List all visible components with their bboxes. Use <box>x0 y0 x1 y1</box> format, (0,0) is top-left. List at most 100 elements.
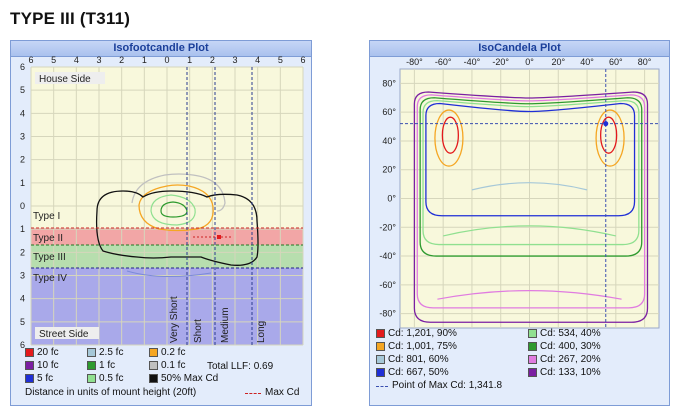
legend-swatch <box>25 348 34 357</box>
legend-label: Cd: 400, 30% <box>540 341 601 352</box>
y-tick-label: 2 <box>20 247 25 257</box>
legend-label: Cd: 133, 10% <box>540 367 601 378</box>
legend-swatch <box>87 348 96 357</box>
x-tick-label: 4 <box>255 55 260 65</box>
contour-cd-75-right <box>595 109 625 167</box>
legend-swatch <box>376 355 385 364</box>
zone-label-type-i: Type I <box>33 211 60 222</box>
x-tick-label: 5 <box>278 55 283 65</box>
y-tick-label: 20° <box>382 165 396 175</box>
contour-cd-30 <box>419 97 643 257</box>
legend-swatch <box>149 361 158 370</box>
y-tick-label: -60° <box>379 280 396 290</box>
legend-swatch <box>528 368 537 377</box>
x-tick-label: 6 <box>300 55 305 65</box>
contour-1fc <box>160 201 188 218</box>
contour-0-5fc <box>150 194 196 226</box>
isocandela-legend: Cd: 1,201, 90% Cd: 534, 40% Cd: 1,001, 7… <box>376 328 666 402</box>
distance-label-long: Long <box>256 321 267 343</box>
x-tick-label: 6 <box>28 55 33 65</box>
x-tick-label: -80° <box>406 57 423 67</box>
contour-cd-50 <box>425 102 636 217</box>
isofootcandle-legend: 20 fc 2.5 fc 0.2 fc 10 fc 1 fc 0.1 fc To… <box>25 347 310 403</box>
zone-label-type-iv: Type IV <box>33 273 67 284</box>
y-tick-label: 3 <box>20 271 25 281</box>
legend-label: 0.1 fc <box>161 360 186 371</box>
distance-label-short: Short <box>193 319 204 343</box>
legend-label: Cd: 801, 60% <box>388 354 449 365</box>
legend-swatch <box>87 361 96 370</box>
distance-note-text: Distance in units of mount height (20ft) <box>25 387 197 398</box>
y-tick-label: 0 <box>20 201 25 211</box>
isocandela-panel: IsoCandela Plot -80° -60° -40° -20° 0° 20° 40°… <box>369 40 670 406</box>
max-cd-marker <box>217 235 221 239</box>
contour-cd-60-arc <box>471 182 588 191</box>
page-title: TYPE III (T311) <box>10 9 131 28</box>
contour-cd-20 <box>416 94 646 309</box>
contour-50-max-cd <box>95 190 259 266</box>
y-tick-label: 5 <box>20 317 25 327</box>
legend-swatch <box>25 361 34 370</box>
legend-swatch <box>87 374 96 383</box>
x-tick-label: 60° <box>609 57 623 67</box>
max-cd-legend-line <box>245 393 261 394</box>
legend-swatch <box>376 368 385 377</box>
legend-label: Cd: 1,001, 75% <box>388 341 457 352</box>
x-tick-label: -40° <box>464 57 481 67</box>
contour-cd-40 <box>422 100 640 246</box>
distance-label-very-short: Very Short <box>169 296 180 343</box>
y-tick-label: 80° <box>382 78 396 88</box>
zone-label-type-iii: Type III <box>33 252 66 263</box>
y-tick-label: 6 <box>20 340 25 350</box>
y-tick-label: 6 <box>20 62 25 72</box>
x-tick-label: 4 <box>74 55 79 65</box>
distance-label-medium: Medium <box>220 307 231 343</box>
legend-label: Cd: 534, 40% <box>540 328 601 339</box>
contour-cd-90-right <box>599 116 618 154</box>
y-tick-label: -80° <box>379 309 396 319</box>
total-llf-text: Total LLF: 0.69 <box>207 361 274 372</box>
x-tick-label: 1 <box>187 55 192 65</box>
contour-cd-10 <box>413 91 649 323</box>
legend-label: 0.2 fc <box>161 347 186 358</box>
y-tick-label: 60° <box>382 107 396 117</box>
x-tick-label: 0° <box>525 57 534 67</box>
isocandela-chart: -80° -60° -40° -20° 0° 20° 40° 60° 80° 80° 60° 40° 2… <box>379 57 660 329</box>
legend-label: Cd: 1,201, 90% <box>388 328 457 339</box>
max-cd-legend-label: Max Cd <box>265 387 300 398</box>
street-side-label: Street Side <box>39 329 89 340</box>
legend-label: 50% Max Cd <box>161 373 219 384</box>
legend-swatch <box>528 342 537 351</box>
y-tick-label: 2 <box>20 155 25 165</box>
x-tick-label: -20° <box>492 57 509 67</box>
x-tick-label: 0 <box>164 55 169 65</box>
contour-type-iv-blue <box>126 270 212 278</box>
contour-cd-75-left <box>434 109 464 167</box>
y-tick-label: 5 <box>20 85 25 95</box>
max-cd-point-legend-line <box>376 386 388 387</box>
legend-swatch <box>25 374 34 383</box>
isofootcandle-title: Isofootcandle Plot <box>11 41 311 57</box>
house-side-label: House Side <box>39 74 91 85</box>
house-side-box <box>35 72 105 84</box>
y-tick-label: 4 <box>20 294 25 304</box>
legend-swatch <box>528 355 537 364</box>
y-tick-label: -20° <box>379 222 396 232</box>
x-tick-label: 2 <box>119 55 124 65</box>
x-tick-label: 20° <box>551 57 565 67</box>
legend-label: Cd: 267, 20% <box>540 354 601 365</box>
legend-swatch <box>149 374 158 383</box>
y-tick-label: 1 <box>20 224 25 234</box>
contour-cd-40-arc <box>443 225 616 237</box>
legend-label: 20 fc <box>37 347 59 358</box>
max-cd-point <box>603 121 609 127</box>
zone-label-type-ii: Type II <box>33 233 63 244</box>
contour-cd-20-arc <box>437 289 622 300</box>
y-tick-label: 40° <box>382 136 396 146</box>
legend-swatch <box>376 342 385 351</box>
isocandela-title: IsoCandela Plot <box>370 41 669 57</box>
legend-swatch <box>528 329 537 338</box>
legend-label: 5 fc <box>37 373 54 384</box>
legend-swatch <box>149 348 158 357</box>
x-tick-label: -60° <box>435 57 452 67</box>
